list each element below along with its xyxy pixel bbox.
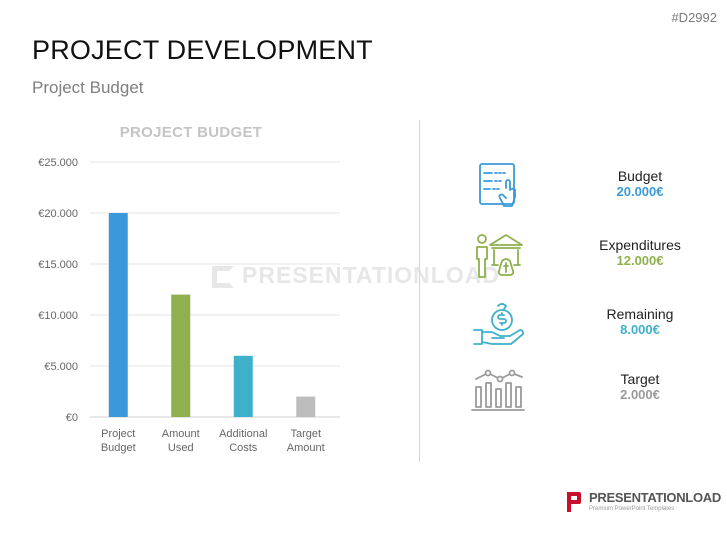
- chart-title: PROJECT BUDGET: [119, 124, 263, 141]
- brand-tagline: Premium PowerPoint Templates: [589, 506, 675, 512]
- kpi-expenditures-value: 12.000€: [616, 253, 664, 268]
- kpi-target-value: 2.000€: [620, 387, 660, 402]
- page-subtitle: Project Budget: [32, 78, 144, 97]
- brand-name: PRESENTATIONLOAD: [589, 490, 721, 505]
- page-title: PROJECT DEVELOPMENT: [32, 35, 373, 65]
- x-tick-label: Costs: [229, 442, 258, 454]
- bar: [296, 396, 316, 417]
- x-tick-label: Project: [101, 428, 135, 440]
- watermark: PRESENTATIONLOAD: [212, 262, 500, 289]
- bar: [171, 294, 191, 417]
- kpi-budget-label: Budget: [617, 168, 663, 184]
- y-tick-label: €15.000: [38, 259, 78, 271]
- y-tick-label: €5.000: [44, 361, 78, 373]
- y-tick-label: €0: [66, 412, 78, 424]
- budget-chart: PROJECT BUDGET €0 €5.000 €10.000 €15.000 €20…: [0, 110, 420, 470]
- x-tick-label: Amount: [287, 442, 325, 454]
- x-tick-label: Budget: [101, 442, 136, 454]
- y-tick-label: €20.000: [38, 208, 78, 220]
- bar-chart-svg: €0 €5.000 €10.000 €15.000 €20.000 €25.000 Proj…: [38, 157, 340, 454]
- watermark-text: PRESENTATIONLOAD: [242, 262, 500, 288]
- kpi-target: Target 2.000€: [470, 365, 720, 425]
- expenditures-bank-icon: [476, 234, 523, 278]
- y-tick-label: €10.000: [38, 310, 78, 322]
- slide-id: #D2992: [671, 10, 717, 25]
- watermark-logo-icon: [212, 265, 234, 288]
- kpi-budget: Budget 20.000€: [470, 162, 720, 222]
- x-tick-label: Additional: [219, 428, 267, 440]
- kpi-expenditures: Expenditures 12.000€: [470, 231, 720, 291]
- remaining-money-hand-icon: [473, 303, 525, 345]
- kpi-target-label: Target: [620, 371, 660, 387]
- kpi-remaining: Remaining 8.000€: [470, 300, 720, 360]
- x-tick-label: Used: [168, 442, 194, 454]
- kpi-remaining-label: Remaining: [606, 306, 674, 322]
- y-tick-label: €25.000: [38, 157, 78, 169]
- budget-document-icon: [479, 163, 516, 207]
- x-tick-label: Target: [290, 428, 321, 440]
- kpi-budget-value: 20.000€: [616, 184, 664, 199]
- presentationload-logo-icon: [567, 492, 581, 512]
- bar: [108, 213, 128, 417]
- bar: [233, 355, 253, 417]
- kpi-expenditures-label: Expenditures: [599, 237, 681, 253]
- divider: [419, 120, 420, 462]
- target-chart-icon: [471, 369, 525, 411]
- x-tick-label: Amount: [162, 428, 200, 440]
- kpi-remaining-value: 8.000€: [620, 322, 660, 337]
